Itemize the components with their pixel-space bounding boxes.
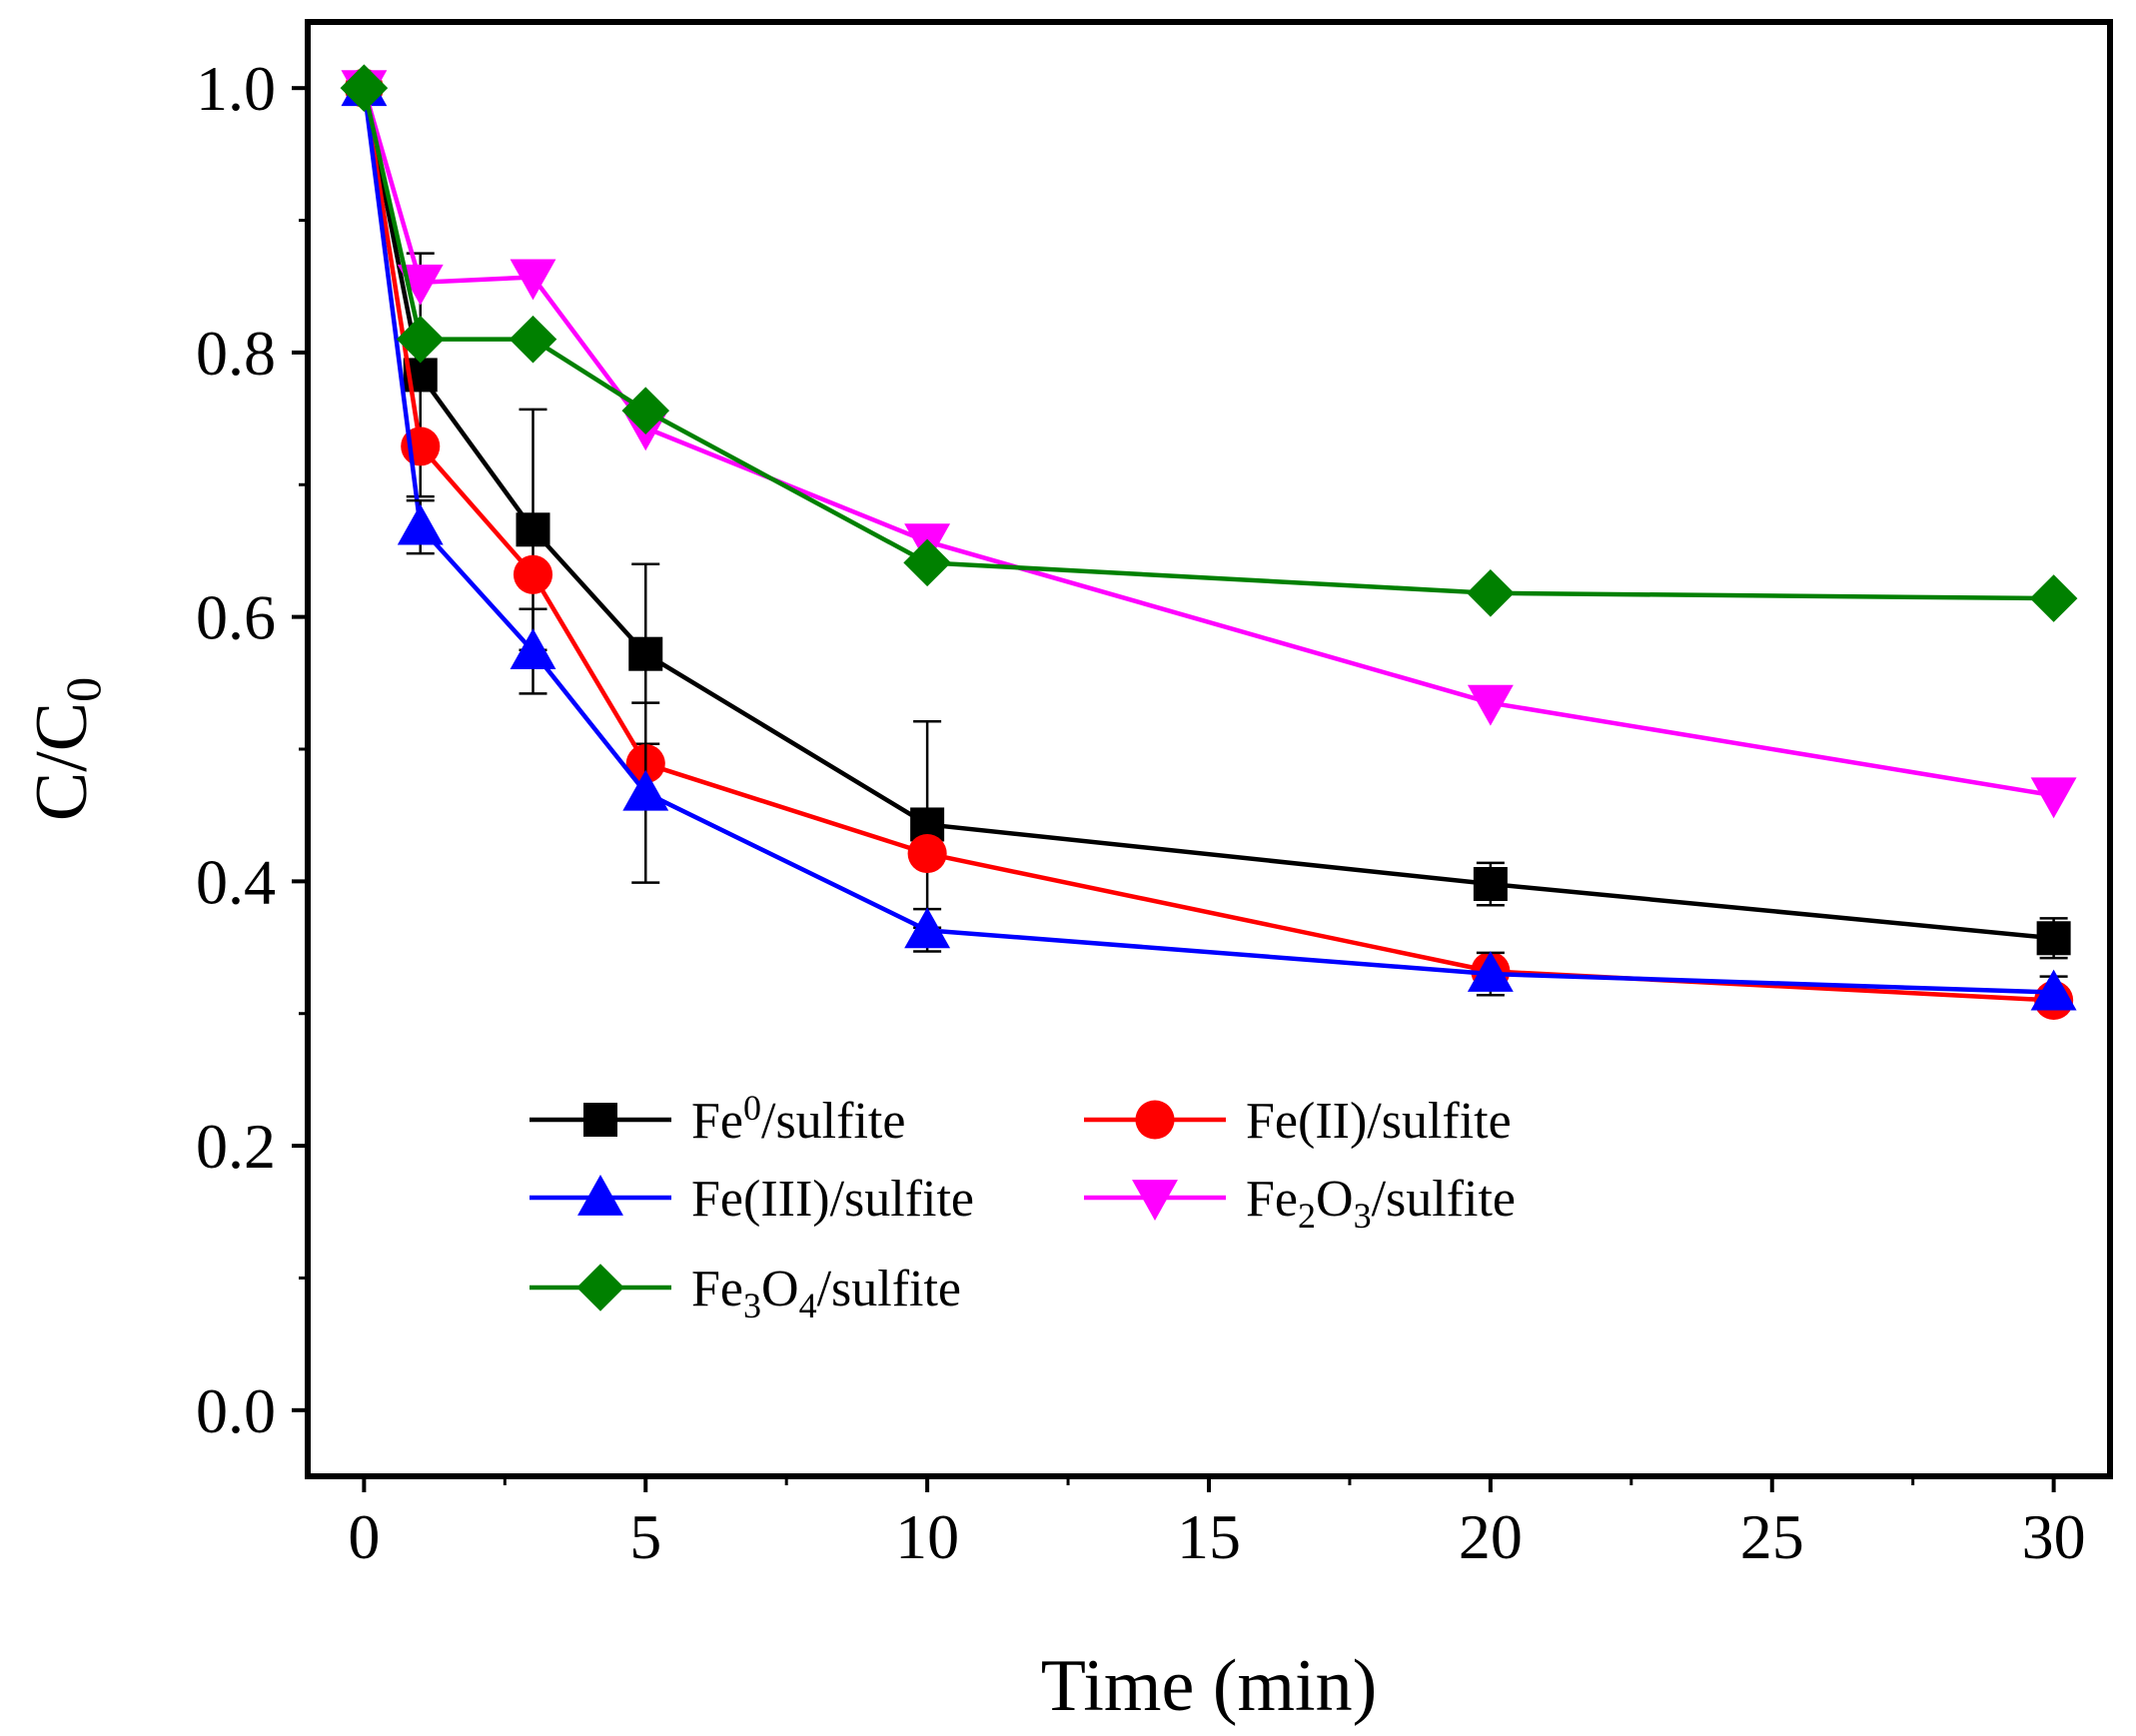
data-point xyxy=(510,259,556,301)
legend-item: Fe(II)/sulfite xyxy=(1084,1093,1512,1150)
y-tick-label: 0.8 xyxy=(196,318,276,389)
legend-swatch-marker xyxy=(576,1264,624,1311)
data-point xyxy=(628,636,663,671)
legend-label: Fe0/sulfite xyxy=(691,1088,905,1150)
axes: 0 5 10 15 20 25 30 0.0 0.2 0.4 0.6 0.8 1.0 Time (min)… xyxy=(21,19,2113,1727)
legend-label: Fe3O4/sulfite xyxy=(691,1261,961,1325)
data-point xyxy=(340,64,389,112)
y-tick-label: 0.6 xyxy=(196,582,276,653)
data-point xyxy=(509,315,557,364)
y-tick-label: 0.2 xyxy=(196,1111,276,1182)
series-3 xyxy=(341,70,2077,819)
legend: Fe0/sulfite Fe(II)/sulfite Fe(III)/sulfite… xyxy=(530,1088,1516,1325)
data-point xyxy=(621,387,670,434)
data-point xyxy=(516,512,550,547)
series-line xyxy=(362,87,2054,601)
data-point xyxy=(2030,777,2077,819)
series-line xyxy=(362,87,2054,941)
series-0 xyxy=(347,71,2071,960)
data-point xyxy=(2036,921,2071,956)
x-tick-label: 20 xyxy=(1459,1501,1523,1572)
data-point xyxy=(397,264,444,306)
data-point xyxy=(1467,951,1514,992)
legend-label: Fe(II)/sulfite xyxy=(1246,1093,1512,1150)
series-1 xyxy=(344,68,2074,1021)
plot-area xyxy=(340,64,2078,1021)
data-point xyxy=(622,769,669,811)
data-point xyxy=(396,315,445,364)
data-point xyxy=(2030,969,2077,1011)
x-tick-label: 25 xyxy=(1740,1501,1804,1572)
legend-swatch-marker xyxy=(1135,1100,1175,1140)
legend-item: Fe(III)/sulfite xyxy=(530,1171,974,1228)
legend-item: Fe2O3/sulfite xyxy=(1084,1171,1516,1236)
data-point xyxy=(1467,684,1514,726)
data-point xyxy=(1467,569,1515,617)
data-point xyxy=(2029,574,2078,622)
data-point xyxy=(513,554,553,594)
x-tick-label: 15 xyxy=(1177,1501,1241,1572)
data-point xyxy=(904,907,951,949)
legend-swatch-marker xyxy=(1132,1180,1178,1221)
legend-item: Fe0/sulfite xyxy=(530,1088,905,1150)
data-point xyxy=(397,503,444,545)
series-line xyxy=(362,87,2054,995)
legend-label: Fe(III)/sulfite xyxy=(691,1171,974,1228)
plot-frame xyxy=(305,19,2113,1479)
x-tick-label: 30 xyxy=(2022,1501,2086,1572)
legend-swatch-marker xyxy=(577,1175,623,1216)
y-tick-label: 0.4 xyxy=(196,846,276,917)
x-tick-label: 5 xyxy=(629,1501,661,1572)
data-point xyxy=(1473,867,1508,902)
data-point xyxy=(510,628,556,669)
x-tick-label: 10 xyxy=(895,1501,959,1572)
legend-label: Fe2O3/sulfite xyxy=(1246,1171,1516,1236)
data-point xyxy=(907,834,947,874)
series-4 xyxy=(340,64,2078,622)
series-line xyxy=(362,87,2054,1003)
y-axis-title: C/C0 xyxy=(21,677,111,821)
x-axis-title: Time (min) xyxy=(1041,1645,1377,1727)
series-line xyxy=(362,87,2054,798)
legend-swatch-marker xyxy=(583,1103,617,1137)
data-point xyxy=(903,538,951,587)
y-tick-label: 1.0 xyxy=(196,53,276,124)
x-tick-label: 0 xyxy=(348,1501,380,1572)
y-tick-label: 0.0 xyxy=(196,1375,276,1446)
legend-item: Fe3O4/sulfite xyxy=(530,1261,961,1325)
series-2 xyxy=(341,65,2077,1011)
